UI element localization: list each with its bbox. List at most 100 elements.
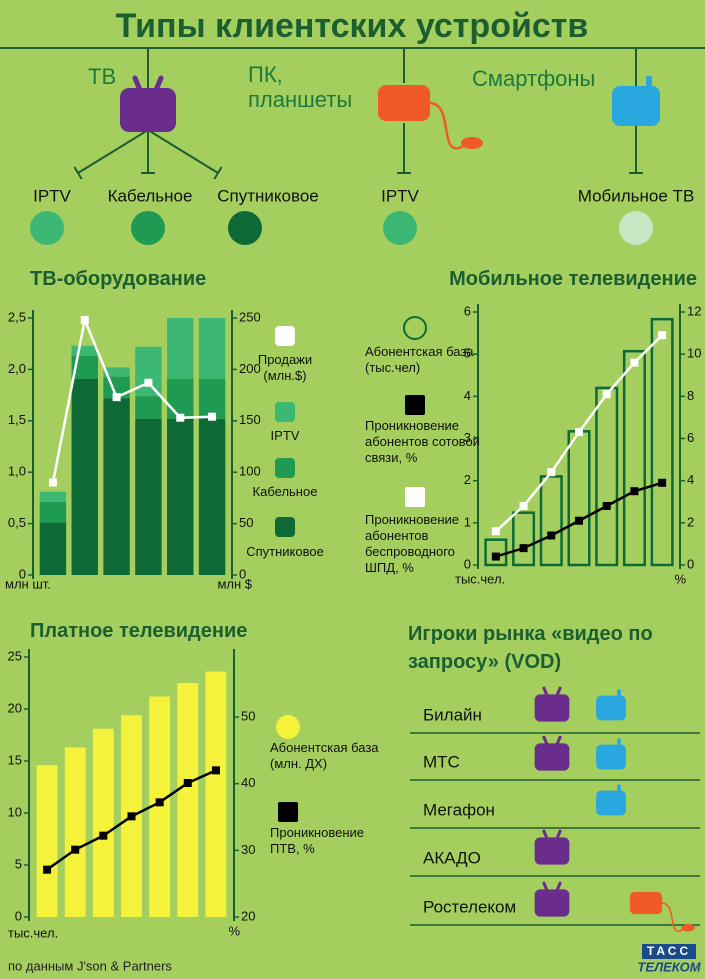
- device-label: Смартфоны: [472, 66, 596, 91]
- phone-icon: [596, 695, 626, 721]
- y2-tick-label: 30: [241, 842, 255, 857]
- device-label: ТВ: [88, 64, 117, 89]
- bar: [167, 418, 194, 575]
- line-marker: [602, 390, 611, 399]
- legend-label: Кабельное: [252, 484, 318, 499]
- phone-icon: [596, 790, 626, 816]
- bar: [64, 747, 86, 917]
- y-tick-label: 6: [464, 303, 471, 318]
- device-type-label: Мобильное ТВ: [578, 186, 695, 205]
- bar: [92, 728, 114, 917]
- line-marker: [630, 487, 639, 496]
- y-tick-label: 25: [8, 648, 22, 663]
- y2-tick-label: 12: [687, 303, 701, 318]
- y-axis-label: тыс.чел.: [455, 571, 505, 586]
- bar: [177, 683, 199, 917]
- y2-axis-label: млн $: [217, 576, 252, 591]
- legend-marker: [278, 802, 298, 822]
- icon-cable: [428, 101, 467, 150]
- y-tick-label: 1,5: [8, 412, 26, 427]
- device-type-label: IPTV: [33, 186, 71, 205]
- bar: [167, 318, 194, 379]
- y-axis-label: млн шт.: [5, 576, 51, 591]
- vod-player: Мегафон: [423, 800, 495, 819]
- tv-icon: [534, 743, 570, 771]
- vod-player: Ростелеком: [423, 897, 516, 916]
- branch: [77, 129, 149, 174]
- icon-mouse: [681, 924, 695, 932]
- bar: [650, 317, 674, 567]
- line-marker: [658, 478, 667, 487]
- legend-label: IPTV: [270, 428, 300, 443]
- line-marker: [208, 412, 217, 421]
- line-marker: [519, 544, 528, 553]
- y2-tick-label: 100: [239, 464, 261, 479]
- logo-bottom: ТЕЛЕКОМ: [637, 959, 701, 974]
- device-type-label: IPTV: [381, 186, 419, 205]
- bar: [135, 396, 162, 419]
- vod-player: Билайн: [423, 705, 482, 724]
- chart-title: Мобильное телевидение: [449, 268, 697, 290]
- y-axis-label: тыс.чел.: [8, 925, 58, 940]
- vod-title: Игроки рынка «видео по запросу» (VOD): [408, 623, 653, 673]
- legend-label: Проникновение абонентов сотовой связи, %: [365, 418, 480, 465]
- y2-tick-label: 10: [687, 346, 701, 361]
- bar: [39, 502, 67, 523]
- bar: [198, 318, 226, 379]
- line-marker: [176, 413, 185, 422]
- y2-axis-label: %: [228, 923, 240, 938]
- line-marker: [491, 527, 500, 536]
- line-marker: [144, 378, 153, 387]
- bar: [39, 522, 67, 575]
- chart-title: ТВ-оборудование: [30, 268, 207, 290]
- bar: [484, 538, 508, 567]
- bar: [595, 386, 619, 567]
- phone-icon: [612, 86, 660, 126]
- y2-tick-label: 150: [239, 412, 261, 427]
- line-marker: [630, 358, 639, 367]
- bar: [205, 671, 227, 917]
- bar: [622, 349, 646, 567]
- y-tick-label: 2,0: [8, 361, 26, 376]
- line-marker: [48, 478, 57, 487]
- y2-tick-label: 200: [239, 361, 261, 376]
- bar: [567, 430, 591, 567]
- device-label: ПК, планшеты: [248, 62, 353, 112]
- chart-title: Платное телевидение: [30, 620, 248, 642]
- legend-label: Абонентская база (млн. ДХ): [270, 740, 379, 771]
- legend-label: Абонентская база (тыс.чел): [365, 344, 474, 375]
- line-marker: [183, 779, 192, 787]
- legend-label: Проникновение абонентов беспроводного ШП…: [365, 512, 460, 575]
- y-tick-label: 0,5: [8, 515, 26, 530]
- tv-icon: [534, 694, 570, 722]
- phone-icon: [596, 744, 626, 770]
- y2-tick-label: 2: [687, 514, 694, 529]
- bar: [198, 418, 226, 575]
- legend-marker: [403, 316, 427, 340]
- y2-tick-label: 250: [239, 309, 261, 324]
- line-marker: [99, 831, 108, 840]
- bar: [167, 378, 194, 419]
- legend-label: Проникновение ПТВ, %: [270, 825, 365, 856]
- branch-end: [213, 166, 223, 180]
- icon-mouse: [461, 137, 483, 149]
- y-tick-label: 0: [19, 566, 26, 581]
- bar: [36, 765, 58, 917]
- line-marker: [602, 501, 611, 510]
- bar: [135, 418, 162, 575]
- y2-tick-label: 8: [687, 388, 694, 403]
- y-tick-label: 3: [464, 430, 471, 445]
- line-marker: [211, 766, 220, 775]
- line-marker: [155, 798, 164, 807]
- y-tick-label: 0: [15, 908, 22, 923]
- y-tick-label: 5: [464, 346, 471, 361]
- tv-icon: [534, 837, 570, 865]
- device-type-label: Спутниковое: [217, 186, 319, 205]
- legend-marker: [276, 715, 300, 739]
- line-marker: [491, 552, 500, 561]
- source-note: по данным J'son & Partners: [8, 958, 172, 973]
- device-type-label: Кабельное: [108, 186, 193, 205]
- y-tick-label: 1: [464, 514, 471, 529]
